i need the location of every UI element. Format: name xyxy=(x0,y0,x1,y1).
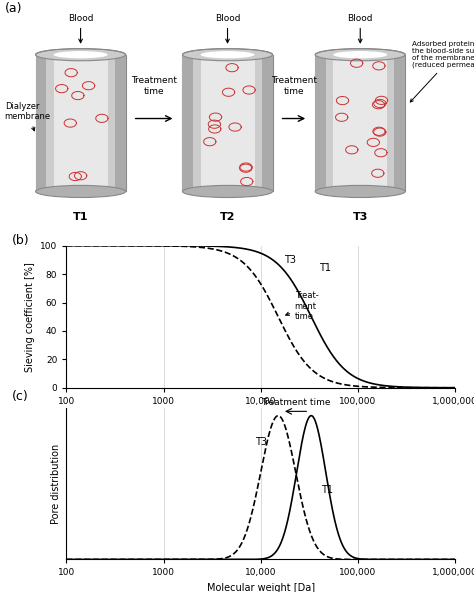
Text: (a): (a) xyxy=(5,2,22,15)
Bar xyxy=(36,54,46,191)
Bar xyxy=(36,54,126,191)
Ellipse shape xyxy=(36,49,126,61)
X-axis label: Molecular weight [Da]: Molecular weight [Da] xyxy=(207,583,315,592)
Text: Treat-
ment
time: Treat- ment time xyxy=(286,291,319,321)
Text: Treatment
time: Treatment time xyxy=(271,76,317,96)
Bar xyxy=(394,54,405,191)
Bar xyxy=(262,54,273,191)
Ellipse shape xyxy=(36,185,126,198)
Y-axis label: Sieving coefficient [%]: Sieving coefficient [%] xyxy=(25,262,35,372)
Text: (c): (c) xyxy=(12,390,29,403)
Text: Adsorbed proteins to
the blood-side surface
of the membrane
(reduced permeabilit: Adsorbed proteins to the blood-side surf… xyxy=(410,41,474,102)
Bar xyxy=(182,54,273,191)
Ellipse shape xyxy=(182,49,273,61)
Text: (b): (b) xyxy=(12,234,29,247)
Ellipse shape xyxy=(315,185,405,198)
Ellipse shape xyxy=(201,51,255,59)
Bar xyxy=(315,54,405,191)
Bar xyxy=(115,54,126,191)
X-axis label: Molecular weight [Da]: Molecular weight [Da] xyxy=(207,411,315,422)
Ellipse shape xyxy=(54,51,108,59)
Ellipse shape xyxy=(333,51,387,59)
Y-axis label: Pore distribution: Pore distribution xyxy=(51,444,61,524)
Text: T1: T1 xyxy=(319,263,331,274)
Text: T1: T1 xyxy=(73,212,88,222)
Text: Treatment
time: Treatment time xyxy=(131,76,177,96)
Text: Dialyzer
membrane: Dialyzer membrane xyxy=(5,102,51,131)
Text: Blood: Blood xyxy=(68,14,93,43)
Bar xyxy=(315,54,326,191)
Ellipse shape xyxy=(182,185,273,198)
Text: T3: T3 xyxy=(255,436,267,446)
Text: Blood: Blood xyxy=(215,14,240,43)
Bar xyxy=(201,54,255,191)
Text: T3: T3 xyxy=(353,212,368,222)
Text: Blood: Blood xyxy=(347,14,373,43)
Bar xyxy=(54,54,108,191)
Text: T2: T2 xyxy=(220,212,235,222)
Bar xyxy=(182,54,193,191)
Text: T1: T1 xyxy=(321,485,333,496)
Text: T3: T3 xyxy=(284,255,296,265)
Bar xyxy=(333,54,387,191)
Text: Treatment time: Treatment time xyxy=(261,398,330,407)
Ellipse shape xyxy=(315,49,405,61)
